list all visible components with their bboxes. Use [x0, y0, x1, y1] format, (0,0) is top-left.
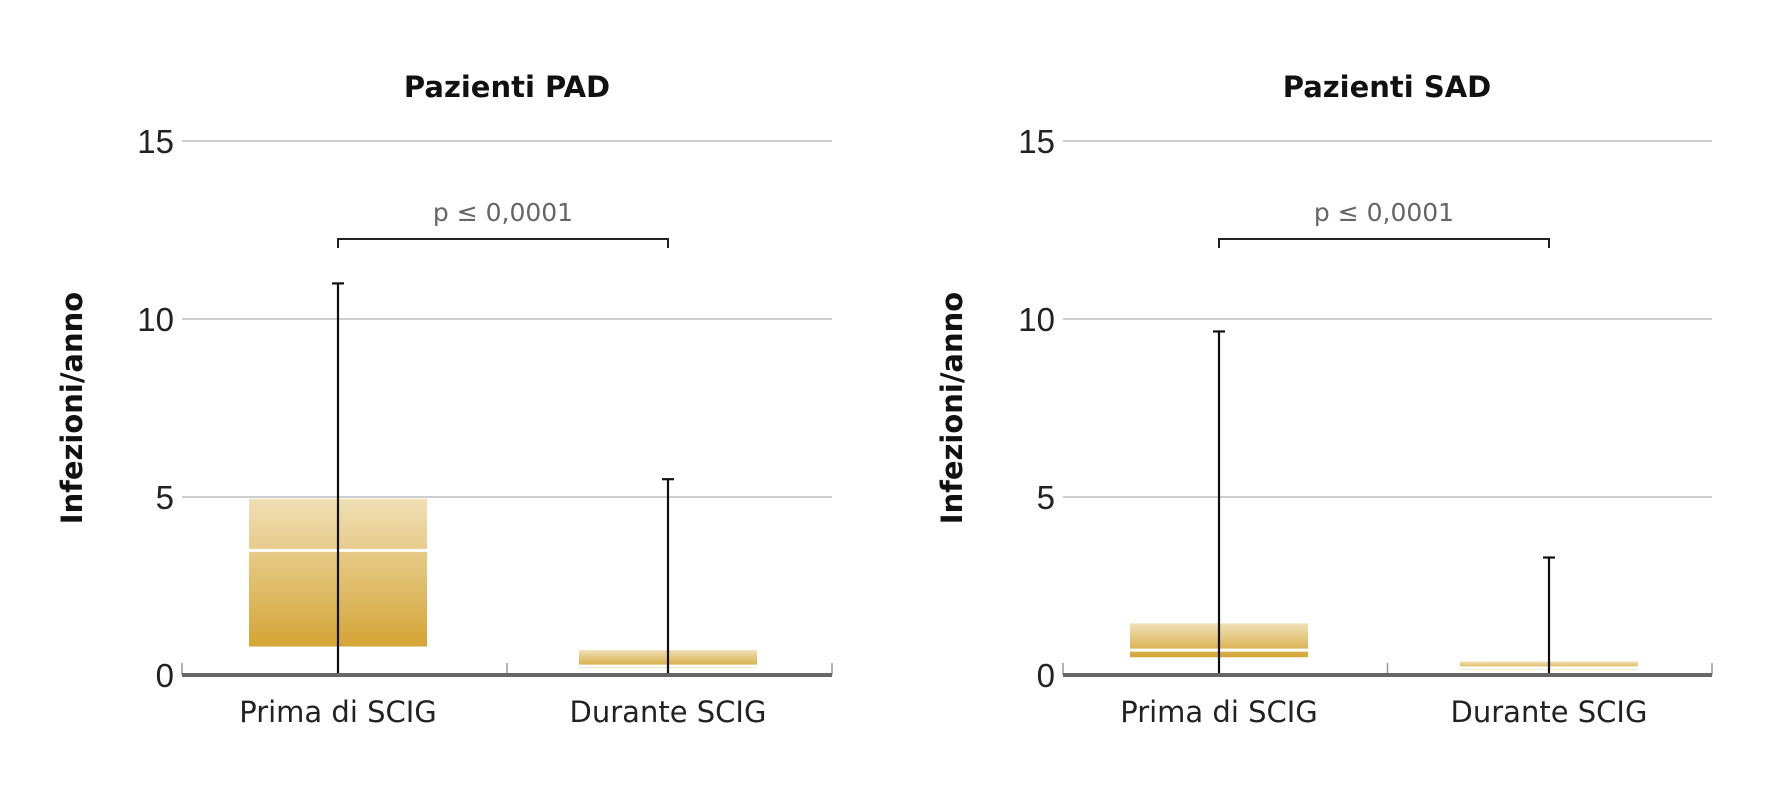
- y-tick-label: 10: [1018, 301, 1055, 338]
- x-category-label: Durante SCIG: [1451, 695, 1648, 729]
- box-1: [249, 282, 427, 677]
- y-tick-label: 10: [137, 301, 174, 338]
- box-2: [579, 478, 757, 677]
- y-tick-label: 5: [1037, 479, 1055, 516]
- chart-title: Pazienti PAD: [404, 70, 610, 104]
- p-value-annotation: p ≤ 0,0001: [433, 198, 573, 227]
- y-tick-label: 5: [156, 479, 174, 516]
- x-category-label: Prima di SCIG: [1120, 695, 1318, 729]
- panel-2: Pazienti SAD Infezioni/anno 0 5 10 15 Prima di…: [935, 70, 1713, 729]
- y-axis-label: Infezioni/anno: [935, 292, 969, 524]
- box-2: [1460, 556, 1638, 677]
- y-tick-label: 15: [1018, 123, 1055, 160]
- x-category-label: Durante SCIG: [570, 695, 767, 729]
- y-axis-label: Infezioni/anno: [55, 292, 89, 524]
- x-category-label: Prima di SCIG: [239, 695, 437, 729]
- significance-bracket: [337, 238, 669, 248]
- y-tick-label: 0: [1037, 657, 1055, 694]
- significance-bracket: [1218, 238, 1550, 248]
- panel-1: Pazienti PAD Infezioni/anno 0 5 10 15 Prima di…: [55, 70, 833, 729]
- chart-title: Pazienti SAD: [1283, 70, 1491, 104]
- y-tick-label: 0: [156, 657, 174, 694]
- y-tick-label: 15: [137, 123, 174, 160]
- p-value-annotation: p ≤ 0,0001: [1314, 198, 1454, 227]
- box-1: [1130, 330, 1308, 677]
